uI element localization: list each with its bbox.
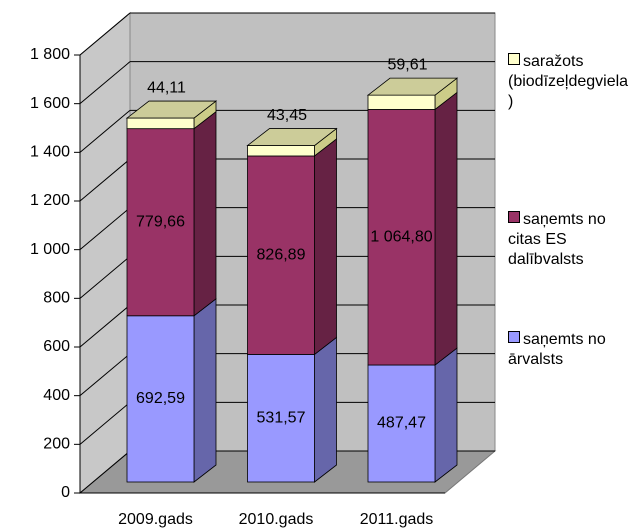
bar-side [434, 347, 458, 483]
bar [367, 109, 436, 366]
grid-line [79, 207, 131, 251]
legend-label: saņemts no citas ES dalībvalsts [508, 211, 606, 268]
bar [367, 94, 436, 110]
x-tick-label: 2010.gads [239, 511, 314, 528]
value-label: 692,59 [136, 390, 185, 407]
value-label: 779,66 [136, 213, 185, 230]
legend-label: saņemts no ārvalsts [508, 331, 606, 368]
bar [247, 145, 315, 157]
bar-top [246, 128, 338, 146]
legend-swatch [508, 53, 520, 65]
bar [126, 315, 195, 483]
grid-line [79, 401, 131, 445]
grid-line [79, 255, 131, 299]
value-label: 44,11 [147, 79, 186, 96]
grid-line [79, 304, 131, 348]
value-label: 43,45 [267, 107, 307, 124]
bar [247, 354, 315, 483]
y-tick-label: 1 000 [30, 241, 70, 258]
bar [247, 155, 315, 355]
bar [126, 117, 195, 130]
value-label: 487,47 [377, 415, 426, 432]
grid-line [79, 353, 131, 397]
y-tick-label: 1 200 [30, 192, 70, 209]
x-tick-label: 2011.gads [360, 511, 434, 528]
left-wall [79, 11, 131, 495]
y-tick-label: 400 [43, 387, 70, 404]
grid-line [79, 158, 131, 202]
y-tick-label: 800 [43, 290, 70, 307]
y-tick-label: 1 400 [30, 144, 70, 161]
legend-swatch [508, 211, 520, 223]
y-tick-label: 0 [61, 484, 70, 501]
grid-line [79, 450, 131, 494]
bar-side [314, 336, 337, 483]
value-label: 531,57 [257, 409, 306, 426]
value-label: 1 064,80 [370, 228, 432, 245]
y-tick-label: 200 [43, 436, 70, 453]
grid-line [79, 12, 131, 56]
bar-side [314, 138, 337, 356]
legend-item: saņemts no citas ES dalībvalsts [508, 210, 630, 270]
legend-swatch [508, 331, 520, 343]
y-tick-label: 600 [43, 338, 70, 355]
bar-side [434, 91, 458, 366]
legend-item: saņemts no ārvalsts [508, 330, 630, 370]
x-tick-label: 2009.gads [118, 511, 193, 528]
grid-line [79, 61, 131, 105]
legend-item: saražots (biodīzeļdegviela) [508, 52, 630, 112]
bar-side [193, 110, 217, 317]
value-label: 826,89 [257, 246, 306, 263]
y-tick-label: 1 600 [30, 95, 70, 112]
bar [367, 364, 436, 483]
y-tick-label: 1 800 [30, 46, 70, 63]
value-label: 59,61 [387, 56, 427, 73]
grid-line [79, 109, 131, 153]
bar-top [366, 77, 459, 96]
bar-side [193, 297, 217, 483]
legend-label: saražots (biodīzeļdegviela) [508, 53, 629, 110]
bar-top [125, 100, 218, 119]
bar [126, 128, 195, 317]
